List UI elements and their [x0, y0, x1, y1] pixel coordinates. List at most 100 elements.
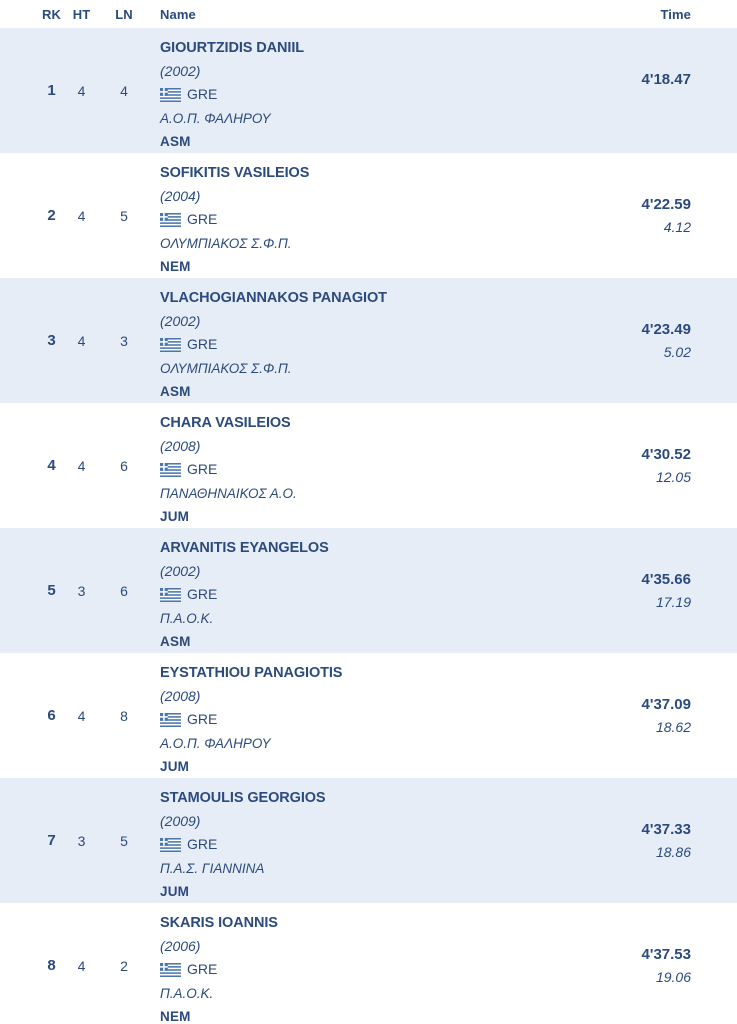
time-cell: 4'37.09 18.62	[537, 653, 737, 778]
athlete-name: ARVANITIS EYANGELOS	[160, 540, 329, 556]
table-row[interactable]: 2 4 5 SOFIKITIS VASILEIOS (2004) GRE	[0, 153, 737, 278]
club-name: Α.Ο.Π. ΦΑΛΗΡΟΥ	[160, 110, 271, 126]
nation-code: GRE	[187, 961, 218, 978]
greece-flag-icon	[160, 213, 181, 227]
lane-value: 5	[120, 207, 128, 224]
athlete-name: STAMOULIS GEORGIOS	[160, 790, 326, 806]
nation-line: GRE	[160, 708, 537, 731]
nation-line: GRE	[160, 333, 537, 356]
athlete-cell: CHARA VASILEIOS (2008) GRE ΠΑΝΑΘΗΝΑΙΚΟΣ …	[150, 403, 537, 528]
birth-year: (2009)	[160, 813, 201, 830]
nation-line: GRE	[160, 958, 537, 981]
athlete-name: SOFIKITIS VASILEIOS	[160, 165, 310, 181]
athlete-cell: SOFIKITIS VASILEIOS (2004) GRE ΟΛΥΜΠΙΑΚΟ…	[150, 153, 537, 278]
category-code: JUM	[160, 758, 190, 774]
lane-value: 4	[120, 82, 128, 99]
club-name: ΟΛΥΜΠΙΑΚΟΣ Σ.Φ.Π.	[160, 360, 292, 376]
rank-value: 6	[47, 707, 56, 724]
greece-flag-icon	[160, 713, 181, 727]
greece-flag-icon	[160, 463, 181, 477]
time-cell: 4'37.53 19.06	[537, 903, 737, 1024]
lane-value: 2	[120, 957, 128, 974]
time-gap: 18.86	[655, 843, 691, 860]
nation-line: GRE	[160, 583, 537, 606]
lane-value: 5	[120, 832, 128, 849]
time-gap	[537, 91, 691, 114]
greece-flag-icon	[160, 838, 181, 852]
time-cell: 4'23.49 5.02	[537, 278, 737, 403]
lane-value: 8	[120, 707, 128, 724]
lane-value: 6	[120, 457, 128, 474]
table-row[interactable]: 4 4 6 CHARA VASILEIOS (2008) GRE	[0, 403, 737, 528]
time-cell: 4'35.66 17.19	[537, 528, 737, 653]
athlete-cell: VLACHOGIANNAKOS PANAGIOT (2002) GRE ΟΛΥΜ…	[150, 278, 537, 403]
greece-flag-icon	[160, 963, 181, 977]
rank-value: 1	[47, 82, 56, 99]
nation-code: GRE	[187, 586, 218, 603]
column-header-name: Name	[160, 6, 196, 22]
athlete-name: EYSTATHIOU PANAGIOTIS	[160, 665, 343, 681]
athlete-name: CHARA VASILEIOS	[160, 415, 291, 431]
lane-value: 6	[120, 582, 128, 599]
table-row[interactable]: 1 4 4 GIOURTZIDIS DANIIL (2002) GRE	[0, 28, 737, 153]
birth-year: (2006)	[160, 938, 201, 955]
heat-value: 3	[77, 832, 86, 849]
nation-code: GRE	[187, 711, 218, 728]
athlete-cell: EYSTATHIOU PANAGIOTIS (2008) GRE Α.Ο.Π. …	[150, 653, 537, 778]
lane-value: 3	[120, 332, 128, 349]
greece-flag-icon	[160, 88, 181, 102]
column-header-time: Time	[660, 6, 691, 22]
category-code: JUM	[160, 883, 190, 899]
table-header: RK HT LN Name Time	[0, 0, 737, 28]
heat-value: 4	[77, 457, 86, 474]
heat-value: 4	[77, 707, 86, 724]
rank-value: 2	[47, 207, 56, 224]
time-gap: 12.05	[655, 468, 691, 485]
table-row[interactable]: 7 3 5 STAMOULIS GEORGIOS (2009) GRE	[0, 778, 737, 903]
rank-value: 8	[47, 957, 56, 974]
heat-value: 4	[77, 957, 86, 974]
athlete-cell: SKARIS IOANNIS (2006) GRE Π.Α.Ο.Κ. NEM	[150, 903, 537, 1024]
category-code: ASM	[160, 383, 191, 399]
club-name: Α.Ο.Π. ΦΑΛΗΡΟΥ	[160, 735, 271, 751]
table-row[interactable]: 5 3 6 ARVANITIS EYANGELOS (2002) GRE	[0, 528, 737, 653]
time-gap: 17.19	[655, 593, 691, 610]
result-time: 4'37.09	[641, 695, 691, 713]
club-name: Π.Α.Ο.Κ.	[160, 610, 214, 626]
nation-code: GRE	[187, 461, 218, 478]
nation-line: GRE	[160, 83, 537, 106]
time-cell: 4'30.52 12.05	[537, 403, 737, 528]
category-code: JUM	[160, 508, 190, 524]
result-time: 4'23.49	[641, 320, 691, 338]
time-gap: 5.02	[663, 343, 691, 360]
birth-year: (2004)	[160, 188, 201, 205]
athlete-name: SKARIS IOANNIS	[160, 915, 278, 931]
column-header-rank: RK	[42, 6, 61, 22]
nation-code: GRE	[187, 211, 218, 228]
birth-year: (2008)	[160, 688, 201, 705]
club-name: ΟΛΥΜΠΙΑΚΟΣ Σ.Φ.Π.	[160, 235, 292, 251]
heat-value: 4	[77, 82, 86, 99]
birth-year: (2002)	[160, 313, 201, 330]
club-name: Π.Α.Σ. ΓΙΑΝΝΙΝΑ	[160, 860, 265, 876]
athlete-cell: GIOURTZIDIS DANIIL (2002) GRE Α.Ο.Π. ΦΑΛ…	[150, 28, 537, 153]
table-row[interactable]: 8 4 2 SKARIS IOANNIS (2006) GRE	[0, 903, 737, 1024]
result-time: 4'35.66	[641, 570, 691, 588]
results-table-body: 1 4 4 GIOURTZIDIS DANIIL (2002) GRE	[0, 28, 737, 1024]
result-time: 4'37.53	[641, 945, 691, 963]
nation-line: GRE	[160, 458, 537, 481]
heat-value: 3	[77, 582, 86, 599]
nation-code: GRE	[187, 86, 218, 103]
category-code: ASM	[160, 633, 191, 649]
result-time: 4'18.47	[641, 70, 691, 88]
category-code: ASM	[160, 133, 191, 149]
club-name: ΠΑΝΑΘΗΝΑΙΚΟΣ Α.Ο.	[160, 485, 297, 501]
rank-value: 7	[47, 832, 56, 849]
athlete-cell: ARVANITIS EYANGELOS (2002) GRE Π.Α.Ο.Κ. …	[150, 528, 537, 653]
table-row[interactable]: 3 4 3 VLACHOGIANNAKOS PANAGIOT (2002) GR…	[0, 278, 737, 403]
time-cell: 4'22.59 4.12	[537, 153, 737, 278]
table-row[interactable]: 6 4 8 EYSTATHIOU PANAGIOTIS (2008) GRE	[0, 653, 737, 778]
rank-value: 5	[47, 582, 56, 599]
heat-value: 4	[77, 207, 86, 224]
athlete-cell: STAMOULIS GEORGIOS (2009) GRE Π.Α.Σ. ΓΙΑ…	[150, 778, 537, 903]
